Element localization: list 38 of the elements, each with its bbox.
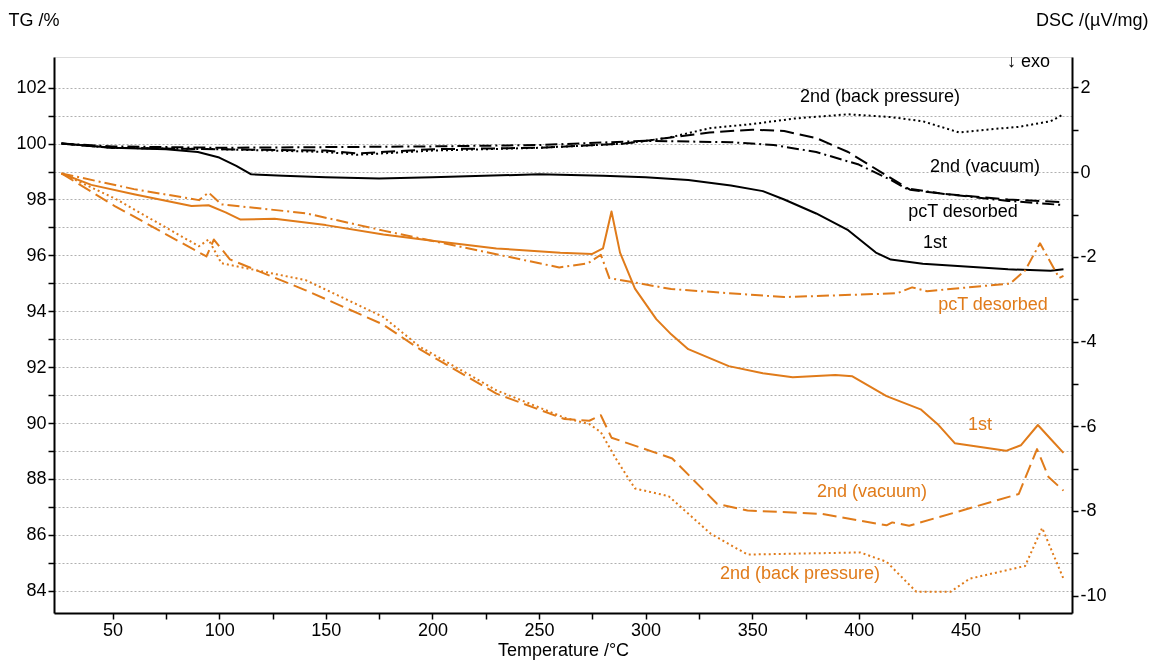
series-label: 1st xyxy=(967,414,993,434)
y2-tick-label: -4 xyxy=(1080,331,1097,352)
x-axis-title: Temperature /°C xyxy=(497,639,630,660)
x-tick-label: 100 xyxy=(204,619,235,640)
annotation: ↓ exo xyxy=(1006,51,1050,71)
series-label: 2nd (back pressure) xyxy=(799,86,961,106)
series-label: 1st xyxy=(922,232,948,252)
y-tick-label: 90 xyxy=(26,412,47,433)
y-tick-label: 92 xyxy=(26,356,47,377)
y-tick-label: 100 xyxy=(16,133,47,154)
y-tick-label: 84 xyxy=(26,580,47,601)
y-tick-label: 86 xyxy=(26,524,47,545)
series-label: pcT desorbed xyxy=(938,294,1048,314)
y-tick-label: 88 xyxy=(26,468,47,489)
y2-tick-label: 0 xyxy=(1080,161,1091,182)
x-tick-label: 350 xyxy=(737,619,768,640)
y-tick-label: 94 xyxy=(26,300,47,321)
x-tick-label: 450 xyxy=(950,619,981,640)
series-label: 2nd (vacuum) xyxy=(816,481,928,501)
y2-tick-label: -6 xyxy=(1080,415,1097,436)
x-tick-label: 150 xyxy=(311,619,342,640)
y2-axis-title: DSC /(µV/mg) xyxy=(1036,9,1149,30)
y2-tick-label: -2 xyxy=(1080,246,1097,267)
y2-tick-label: 2 xyxy=(1080,76,1091,97)
y-tick-label: 96 xyxy=(26,244,47,265)
y2-tick-label: -8 xyxy=(1080,500,1097,521)
x-tick-label: 400 xyxy=(844,619,875,640)
y-axis-title: TG /% xyxy=(8,9,60,30)
x-tick-label: 250 xyxy=(524,619,555,640)
series-label: 2nd (back pressure) xyxy=(719,563,881,583)
x-tick-label: 300 xyxy=(631,619,662,640)
series-label: 2nd (vacuum) xyxy=(929,156,1041,176)
x-tick-label: 200 xyxy=(417,619,448,640)
series-label: pcT desorbed xyxy=(908,201,1018,221)
y-tick-label: 98 xyxy=(26,188,47,209)
y-tick-label: 102 xyxy=(16,77,47,98)
x-tick-label: 50 xyxy=(103,619,124,640)
y2-tick-label: -10 xyxy=(1080,585,1107,606)
